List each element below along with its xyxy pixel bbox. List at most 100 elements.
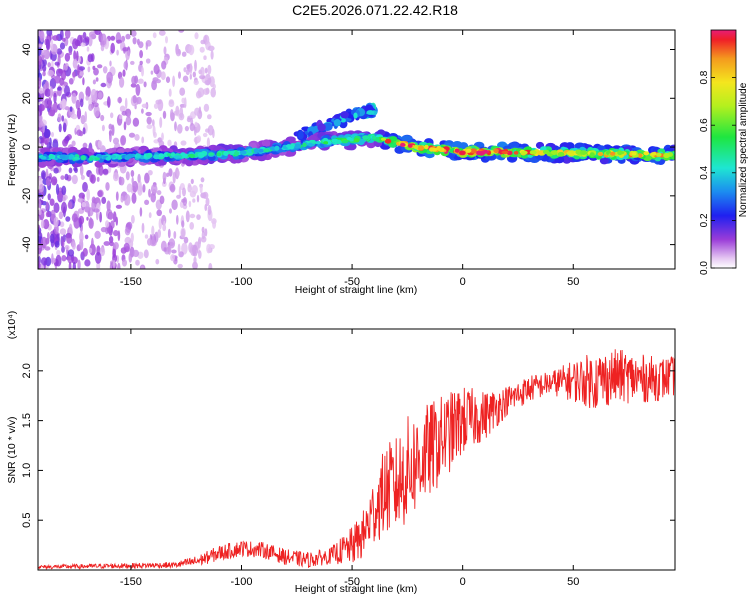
spectrogram-noise-speck xyxy=(141,108,144,114)
spectrogram-noise-speck xyxy=(167,228,171,239)
spectrogram-noise-speck xyxy=(207,205,212,216)
spectrogram-noise-speck xyxy=(82,247,88,257)
spectrogram-ridge-blob xyxy=(589,152,595,158)
spectrogram-ridge-blob xyxy=(323,141,329,145)
spectrogram-ridge-blob xyxy=(180,152,186,156)
spectrogram-noise-speck xyxy=(71,241,76,250)
spectrogram-noise-speck xyxy=(155,79,161,84)
spectrogram-noise-speck xyxy=(131,176,134,185)
spectrogram-y-axis-label: Frequency (Hz) xyxy=(6,114,18,186)
spectrogram-noise-speck xyxy=(134,134,140,141)
spectrogram-noise-speck xyxy=(150,184,158,195)
spectrogram-ridge-blob xyxy=(459,150,466,156)
spectrogram-ridge-blob xyxy=(153,154,160,160)
spectrogram-noise-speck xyxy=(38,260,41,269)
spectrogram-noise-speck xyxy=(64,85,70,97)
spectrogram-noise-speck xyxy=(157,229,161,238)
spectrogram-noise-speck xyxy=(68,261,72,269)
colorbar-ticks: 0.0 0.2 0.4 0.6 0.8 xyxy=(699,70,736,275)
spectrogram-noise-speck xyxy=(151,225,155,237)
spectrogram-noise-speck xyxy=(85,95,89,101)
snr-x-tick-label: 50 xyxy=(567,576,579,588)
spectrogram-noise-speck xyxy=(171,249,177,254)
spectrogram-noise-speck xyxy=(188,242,193,253)
spectrogram-noise-speck xyxy=(132,37,137,45)
spectrogram-noise-speck xyxy=(200,66,205,77)
spectrogram-noise-speck xyxy=(202,88,210,95)
spectrogram-ridge-blob xyxy=(239,150,247,155)
spectrogram-ridge-blob xyxy=(413,144,419,150)
spectrogram-noise-speck xyxy=(105,220,110,228)
spectrogram-noise-speck xyxy=(61,201,67,214)
spectrogram-noise-speck xyxy=(71,174,78,185)
spectrogram-noise-speck xyxy=(44,88,51,97)
spectrogram-ridge-blob xyxy=(366,141,376,149)
spectrogram-noise-speck xyxy=(63,64,68,71)
spectrogram-noise-speck xyxy=(182,197,188,206)
spectrogram-noise-speck xyxy=(119,105,126,113)
spectrogram-noise-speck xyxy=(173,231,177,239)
colorbar-tick-label: 0.4 xyxy=(699,165,710,179)
spectrogram-ridge-blob xyxy=(384,138,392,144)
spectrogram-noise-speck xyxy=(93,105,100,117)
spectrogram-noise-speck xyxy=(48,97,52,109)
spectrogram-noise-speck xyxy=(62,122,67,133)
spectrogram-noise-speck xyxy=(65,135,70,142)
spectrogram-noise-speck xyxy=(94,230,101,239)
spectrogram-noise-speck xyxy=(82,127,86,135)
spectrogram-noise-speck xyxy=(199,46,205,53)
spectrogram-harmonic-blob xyxy=(298,130,304,140)
spectrogram-ridge-blob xyxy=(537,150,544,156)
spectrogram-noise-speck xyxy=(130,170,135,177)
colorbar: 0.0 0.2 0.4 0.6 0.8 Normalized spectral ampl… xyxy=(699,29,749,275)
spectrogram-noise-speck xyxy=(53,92,57,104)
spectrogram-noise-speck xyxy=(145,111,152,117)
snr-x-tick-label: 0 xyxy=(460,576,466,588)
spectrogram-noise-speck xyxy=(177,124,183,134)
spectrogram-noise-speck xyxy=(110,35,116,41)
spectrogram-noise-speck xyxy=(194,59,197,72)
spectrogram-noise-speck xyxy=(109,130,112,143)
spectrogram-ridge-blob xyxy=(663,152,670,159)
spectrogram-noise-speck xyxy=(42,219,50,230)
spectrogram-ridge-blob xyxy=(146,152,153,158)
spectrogram-noise-speck xyxy=(52,103,57,110)
spectrogram-noise-speck xyxy=(166,172,170,177)
spectrogram-ridge-blob xyxy=(293,143,301,149)
spectrogram-noise-speck xyxy=(86,46,90,52)
spectrogram-noise-speck xyxy=(61,185,67,196)
spectrogram-noise-speck xyxy=(38,55,43,66)
spectrogram-noise-speck xyxy=(183,67,187,73)
spectrogram-ridge-blob xyxy=(208,152,215,156)
spectrogram-ridge-blob xyxy=(597,152,604,157)
spectrogram-noise-speck xyxy=(205,197,210,207)
spectrogram-ridge-blob xyxy=(417,145,424,151)
snr-y-axis-label: SNR (10 * v/v) xyxy=(6,416,18,483)
spectrogram-ridge-blob xyxy=(94,157,100,161)
spectrogram-noise-speck xyxy=(212,220,217,229)
spectrogram-noise-speck xyxy=(43,128,51,139)
spectrogram-ridge-blob xyxy=(48,153,54,159)
spectrogram-noise-speck xyxy=(190,178,194,185)
spectrogram-noise-speck xyxy=(176,214,179,225)
spectrogram-noise-speck xyxy=(120,195,124,203)
spectrogram-ridge-blob xyxy=(253,148,259,154)
spectrogram-ridge-blob xyxy=(342,140,349,144)
spectrogram-noise-speck xyxy=(79,231,84,243)
spectrogram-ridge-blob xyxy=(262,139,271,148)
spectrogram-ridge-blob xyxy=(40,156,47,160)
spectrogram-noise-speck xyxy=(147,170,153,176)
spectrogram-ridge-blob xyxy=(311,140,316,144)
spectrogram-noise-speck xyxy=(49,86,54,98)
spectrogram-harmonic-blob xyxy=(317,123,326,132)
spectrogram-noise-speck xyxy=(151,79,158,91)
colorbar-tick-label: 0.0 xyxy=(699,261,710,275)
spectrogram-noise-speck xyxy=(109,60,112,67)
spectrogram-noise-speck xyxy=(93,102,99,108)
spectrogram-noise-speck xyxy=(92,79,96,85)
spectrogram-noise-speck xyxy=(121,110,127,116)
spectrogram-noise-speck xyxy=(85,86,91,98)
spectrogram-noise-speck xyxy=(177,263,183,269)
spectrogram-noise-speck xyxy=(203,55,207,60)
spectrogram-noise-speck xyxy=(132,117,140,127)
